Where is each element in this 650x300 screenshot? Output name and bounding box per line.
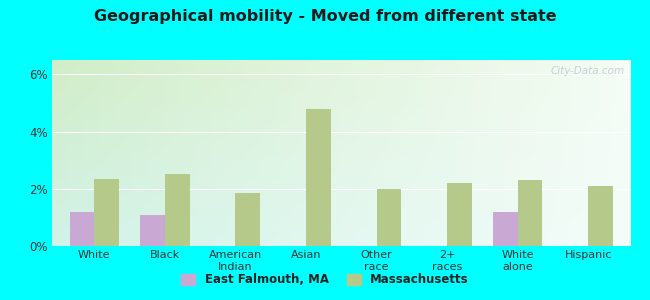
Bar	[94, 179, 119, 246]
Bar	[447, 183, 472, 246]
Bar	[306, 109, 331, 246]
Bar	[376, 189, 401, 246]
Bar	[493, 212, 517, 246]
Bar	[140, 214, 165, 246]
Text: Geographical mobility - Moved from different state: Geographical mobility - Moved from diffe…	[94, 9, 556, 24]
Bar	[235, 193, 260, 246]
Legend: East Falmouth, MA, Massachusetts: East Falmouth, MA, Massachusetts	[177, 269, 473, 291]
Bar	[70, 212, 94, 246]
Text: City-Data.com: City-Data.com	[551, 66, 625, 76]
Bar	[517, 180, 542, 246]
Bar	[165, 175, 190, 246]
Bar	[588, 186, 613, 246]
